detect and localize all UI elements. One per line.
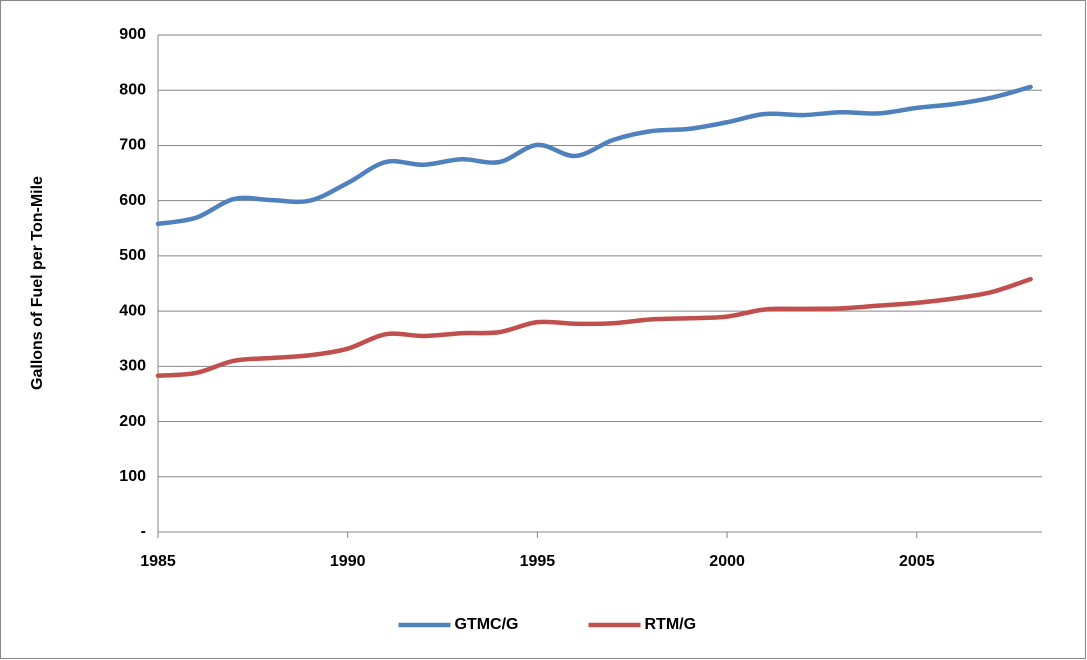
y-tick-label: 900 xyxy=(119,26,146,43)
legend-label: GTMC/G xyxy=(455,616,519,633)
y-tick-label: 400 xyxy=(119,302,146,319)
y-axis-label: Gallons of Fuel per Ton-Mile xyxy=(29,176,46,390)
x-tick-label: 2000 xyxy=(709,553,745,570)
y-tick-label: 200 xyxy=(119,413,146,430)
y-tick-label: 300 xyxy=(119,358,146,375)
y-tick-label: 500 xyxy=(119,247,146,264)
y-tick-label: - xyxy=(141,523,146,540)
x-tick-label: 2005 xyxy=(899,553,935,570)
x-tick-label: 1985 xyxy=(140,553,176,570)
series-line xyxy=(155,84,1033,227)
legend-label: RTM/G xyxy=(645,616,697,633)
y-tick-label: 800 xyxy=(119,81,146,98)
x-tick-label: 1995 xyxy=(520,553,556,570)
series-line xyxy=(155,276,1033,378)
y-tick-label: 100 xyxy=(119,468,146,485)
y-tick-label: 600 xyxy=(119,192,146,209)
x-tick-label: 1990 xyxy=(330,553,366,570)
y-tick-label: 700 xyxy=(119,137,146,154)
